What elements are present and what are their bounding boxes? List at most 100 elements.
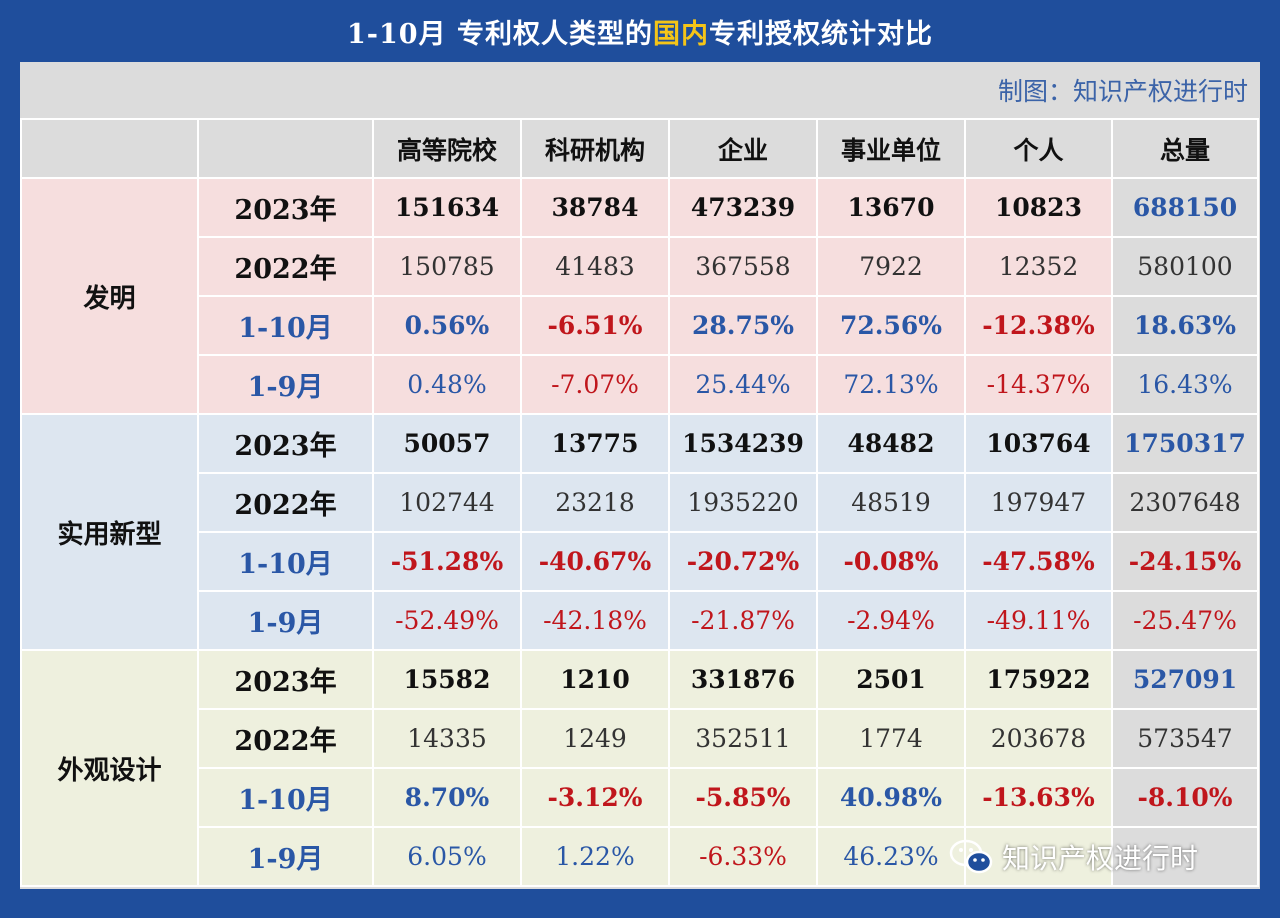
table-cell: 41483: [520, 236, 670, 297]
table-cell: 6.05%: [372, 826, 522, 887]
table-cell: 13775: [520, 413, 670, 474]
table-cell: 151634: [372, 177, 522, 238]
table-cell: 2307648: [1111, 472, 1259, 533]
table-cell: -52.49%: [372, 590, 522, 651]
table-cell: -42.18%: [520, 590, 670, 651]
table-cell: 103764: [964, 413, 1113, 474]
header-blank-group: [20, 118, 199, 179]
stats-table: 高等院校 科研机构 企业 事业单位 个人 总量 发明 2023年 151634 387…: [20, 118, 1259, 887]
table-cell: -40.67%: [520, 531, 670, 592]
table-cell: 2501: [816, 649, 966, 710]
table-cell: 1210: [520, 649, 670, 710]
table-cell: -5.85%: [668, 767, 818, 828]
table-cell: 40.98%: [816, 767, 966, 828]
title-suffix: 专利授权统计对比: [708, 18, 933, 50]
table-cell: 0.48%: [372, 354, 522, 415]
table-cell: 13670: [816, 177, 966, 238]
table-cell: 8.70%: [372, 767, 522, 828]
table-cell: 1750317: [1111, 413, 1259, 474]
period-label: 1-9月: [197, 826, 374, 887]
group-label: 发明: [20, 177, 199, 415]
header-blank-period: [197, 118, 374, 179]
table-cell: 1935220: [668, 472, 818, 533]
table-cell: 18.63%: [1111, 295, 1259, 356]
table-cell: -8.10%: [1111, 767, 1259, 828]
table-cell: 102744: [372, 472, 522, 533]
table-cell: 28.75%: [668, 295, 818, 356]
table-cell: 1.22%: [520, 826, 670, 887]
table-row: 2022年 14335 1249 352511 1774 203678 573547: [21, 708, 1259, 769]
table-cell: -51.28%: [372, 531, 522, 592]
table-cell: 688150: [1111, 177, 1259, 238]
table-cell: 203678: [964, 708, 1113, 769]
table-row: 发明 2023年 151634 38784 473239 13670 10823 688150: [20, 177, 1259, 415]
table-row: 1-10月 8.70% -3.12% -5.85% 40.98% -13.63% -8.10…: [21, 767, 1259, 828]
table-cell: 16.43%: [1111, 354, 1259, 415]
table-cell: 72.56%: [816, 295, 966, 356]
table-cell: -20.72%: [668, 531, 818, 592]
credit-text: 制图：知识产权进行时: [997, 77, 1248, 106]
table-cell: 38784: [520, 177, 670, 238]
table-cell: 352511: [668, 708, 818, 769]
header-cell: 个人: [964, 118, 1113, 179]
table-cell: 48519: [816, 472, 966, 533]
table-cell: -49.11%: [964, 590, 1113, 651]
period-label: 1-10月: [197, 767, 374, 828]
table-row: 外观设计 2023年 15582 1210 331876 2501 175922 527091: [20, 649, 1259, 887]
header-cell: 企业: [668, 118, 818, 179]
header-cell: 事业单位: [816, 118, 966, 179]
table-cell: 175922: [964, 649, 1113, 710]
period-label: 2022年: [197, 472, 374, 533]
group-label: 实用新型: [20, 413, 199, 651]
table-cell: -24.15%: [1111, 531, 1259, 592]
table-cell: -12.38%: [964, 295, 1113, 356]
table-cell: -47.58%: [964, 531, 1113, 592]
table-cell: 197947: [964, 472, 1113, 533]
watermark-text: 知识产权进行时: [1002, 842, 1199, 875]
table-cell: 150785: [372, 236, 522, 297]
period-label: 1-9月: [197, 590, 374, 651]
wechat-icon: [948, 837, 996, 877]
table-cell: [1111, 826, 1259, 887]
table-cell: -0.08%: [816, 531, 966, 592]
header-cell: 高等院校: [372, 118, 522, 179]
table-cell: -14.37%: [964, 354, 1113, 415]
header-row: 高等院校 科研机构 企业 事业单位 个人 总量: [20, 118, 1259, 179]
period-label: 1-9月: [197, 354, 374, 415]
table-cell: 15582: [372, 649, 522, 710]
table-cell: 367558: [668, 236, 818, 297]
period-label: 2023年: [197, 649, 374, 710]
table-cell: 23218: [520, 472, 670, 533]
table-cell: -21.87%: [668, 590, 818, 651]
table-cell: 12352: [964, 236, 1113, 297]
table-row: 1-9月 -52.49% -42.18% -21.87% -2.94% -49.11% -2…: [21, 590, 1259, 651]
table-cell: 473239: [668, 177, 818, 238]
table-cell: -6.33%: [668, 826, 818, 887]
table-cell: -13.63%: [964, 767, 1113, 828]
table-cell: -25.47%: [1111, 590, 1259, 651]
period-label: 2023年: [197, 413, 374, 474]
group-label: 外观设计: [20, 649, 199, 887]
period-label: 1-10月: [197, 295, 374, 356]
table-cell: 580100: [1111, 236, 1259, 297]
table-cell: 1249: [520, 708, 670, 769]
table-cell: -2.94%: [816, 590, 966, 651]
table-row: 1-9月 0.48% -7.07% 25.44% 72.13% -14.37% 16.43%: [21, 354, 1259, 415]
table-cell: 72.13%: [816, 354, 966, 415]
table-row: 1-9月 6.05% 1.22% -6.33% 46.23%: [21, 826, 1259, 887]
table-cell: 25.44%: [668, 354, 818, 415]
table-cell: 573547: [1111, 708, 1259, 769]
header-cell: 科研机构: [520, 118, 670, 179]
watermark: 知识产权进行时: [948, 832, 1198, 882]
header-cell: 总量: [1111, 118, 1259, 179]
table-cell: 10823: [964, 177, 1113, 238]
table-cell: 7922: [816, 236, 966, 297]
table-cell: -6.51%: [520, 295, 670, 356]
table-cell: 48482: [816, 413, 966, 474]
table-cell: -3.12%: [520, 767, 670, 828]
table-row: 1-10月 0.56% -6.51% 28.75% 72.56% -12.38% 18.63…: [21, 295, 1259, 356]
period-label: 2022年: [197, 708, 374, 769]
table-cell: 50057: [372, 413, 522, 474]
table-row: 2022年 150785 41483 367558 7922 12352 580100: [21, 236, 1259, 297]
